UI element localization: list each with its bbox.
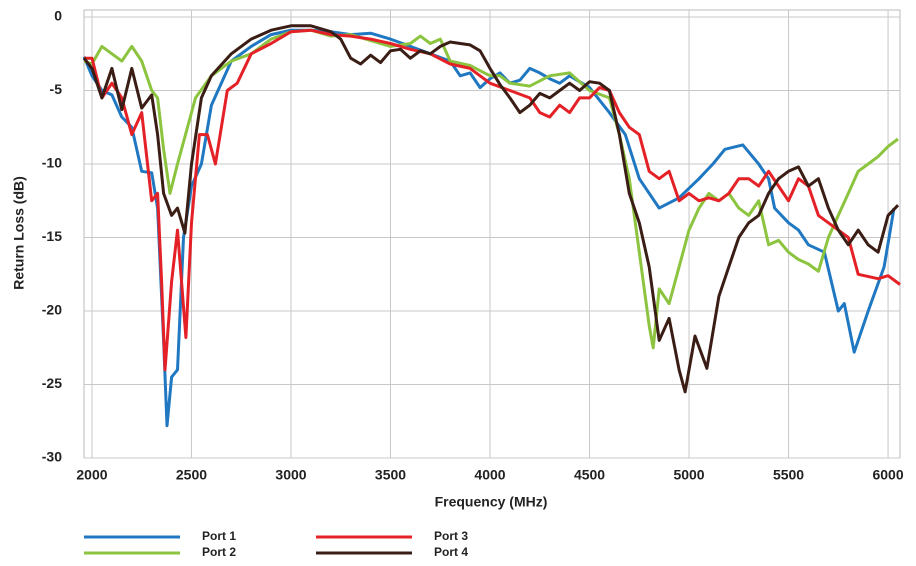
legend-label: Port 4 <box>434 545 468 559</box>
y-tick-label: 0 <box>54 8 62 24</box>
x-tick-label: 6000 <box>872 467 903 483</box>
x-tick-label: 3000 <box>275 467 306 483</box>
series-line <box>84 28 901 372</box>
y-tick-label: -30 <box>42 449 62 465</box>
y-axis-label: Return Loss (dB) <box>11 176 27 290</box>
x-tick-label: 4500 <box>574 467 605 483</box>
x-tick-label: 2000 <box>76 467 107 483</box>
series-line <box>83 28 899 350</box>
legend-label: Port 3 <box>434 529 468 543</box>
x-tick-label: 5500 <box>773 467 804 483</box>
legend-label: Port 2 <box>202 545 236 559</box>
x-tick-label: 3500 <box>375 467 406 483</box>
series-line <box>82 24 900 394</box>
x-tick-label: 5000 <box>673 467 704 483</box>
y-tick-label: -15 <box>42 228 62 244</box>
y-tick-label: -10 <box>42 155 62 171</box>
x-tick-label: 2500 <box>176 467 207 483</box>
y-tick-label: -5 <box>50 81 63 97</box>
x-tick-label: 4000 <box>474 467 505 483</box>
y-tick-label: -25 <box>42 375 62 391</box>
x-axis-label: Frequency (MHz) <box>435 494 548 510</box>
y-tick-label: -20 <box>42 302 62 318</box>
legend-label: Port 1 <box>202 529 236 543</box>
